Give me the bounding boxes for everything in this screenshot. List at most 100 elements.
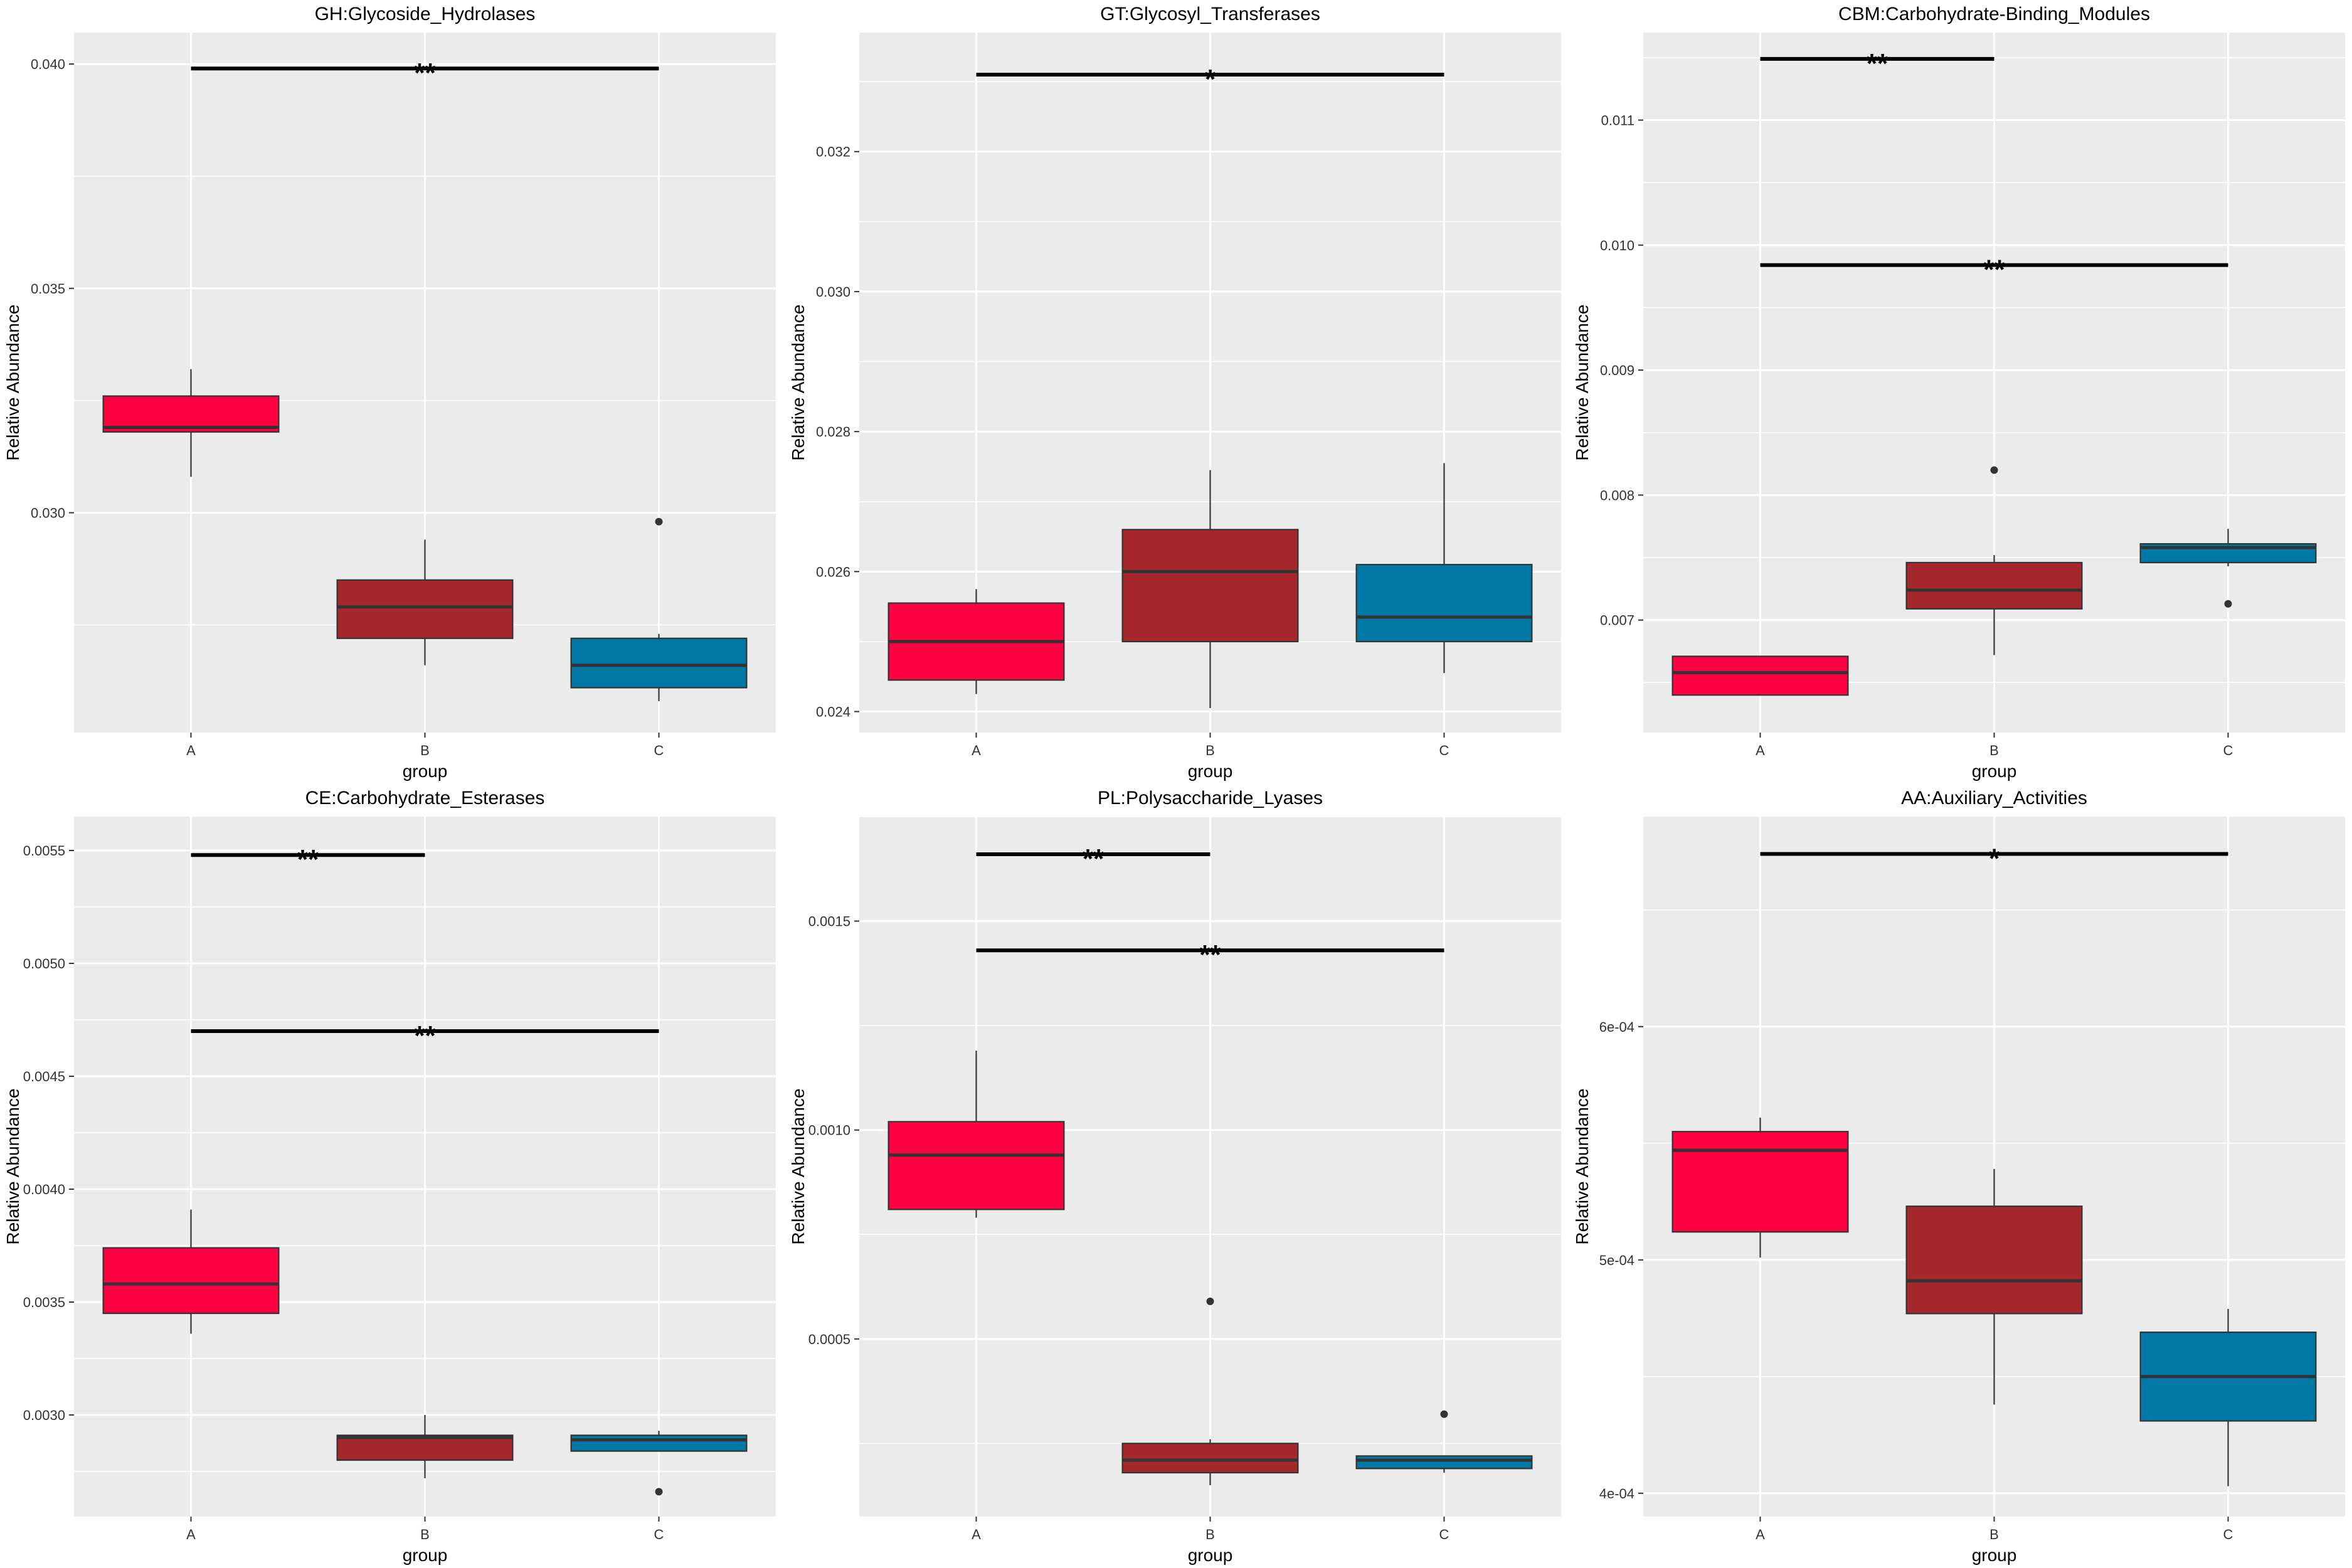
outlier-point [655,1488,663,1496]
y-axis-label: Relative Abundance [3,1088,23,1244]
y-tick-label: 0.009 [1600,363,1634,378]
y-tick-label: 0.0055 [23,843,65,859]
x-axis-label: group [1188,761,1233,781]
x-axis-label: group [1972,761,2017,781]
outlier-point [2224,600,2232,608]
x-tick-label: B [420,743,430,758]
box-A [102,1209,280,1334]
x-tick-label: A [972,743,981,758]
chart-panel-1: 0.024 0.026 0.028 0.030 0.032 A B C * GT:Glycosyl… [788,4,1561,781]
x-tick-label: A [1756,1527,1765,1542]
x-tick-label: A [1756,743,1765,758]
panel-title: CE:Carbohydrate_Esterases [305,788,545,808]
y-tick-label: 0.011 [1601,113,1634,129]
x-tick-label: C [1439,743,1449,758]
panel-title: PL:Polysaccharide_Lyases [1098,788,1323,808]
box-B [1121,470,1299,708]
box-C [570,1431,748,1496]
outlier-point [1440,1410,1448,1418]
box-body [1355,564,1533,643]
x-tick-label: B [1989,743,1999,758]
y-axis-label: Relative Abundance [1572,304,1592,460]
box-B [1905,466,2083,655]
y-tick-label: 0.008 [1600,487,1634,503]
significance-label: ** [414,1020,436,1051]
chart-panel-3: 0.0030 0.0035 0.0040 0.0045 0.0050 0.0055 A B C *… [3,788,776,1565]
box-B [1121,1297,1299,1486]
box-body [570,637,748,689]
y-tick-label: 6e-04 [1599,1019,1634,1035]
box-C [2139,1308,2317,1486]
box-body [336,1434,514,1461]
x-tick-label: C [654,1527,664,1542]
x-tick-label: C [2223,743,2233,758]
y-tick-label: 0.0040 [23,1182,65,1197]
significance-label: ** [414,58,436,88]
x-tick-label: C [654,743,664,758]
box-body [1671,1131,1849,1233]
y-axis-label: Relative Abundance [3,304,23,460]
box-B [1905,1168,2083,1405]
y-axis-label: Relative Abundance [788,304,808,460]
chart-panel-2: 0.007 0.008 0.009 0.010 0.011 A B C ** ** CBM:Carb… [1572,4,2345,781]
significance-label: ** [1199,940,1221,970]
y-tick-label: 0.028 [816,424,850,440]
y-tick-label: 0.040 [31,56,65,72]
y-tick-label: 0.0035 [23,1295,65,1310]
y-tick-label: 0.026 [816,564,850,580]
y-tick-label: 0.0030 [23,1407,65,1423]
y-tick-label: 0.0005 [808,1332,850,1347]
box-body [336,579,514,639]
box-C [570,517,748,701]
x-tick-label: A [186,1527,196,1542]
chart-panel-5: 4e-04 5e-04 6e-04 A B C * AA:Auxiliary_Activiti… [1572,788,2345,1565]
significance-label: ** [1983,255,2005,285]
y-tick-label: 0.007 [1600,613,1634,628]
x-axis-label: group [403,761,448,781]
panel-title: GT:Glycosyl_Transferases [1100,4,1320,24]
y-tick-label: 0.0010 [808,1123,850,1138]
x-tick-label: C [1439,1527,1449,1542]
x-tick-label: A [972,1527,981,1542]
significance-label: ** [1867,48,1888,79]
x-tick-label: A [186,743,196,758]
box-body [1121,1443,1299,1474]
x-axis-label: group [403,1545,448,1565]
outlier-point [1990,466,1998,474]
y-axis-label: Relative Abundance [1572,1088,1592,1244]
x-tick-label: B [1989,1527,1999,1542]
box-body [102,1247,280,1315]
y-tick-label: 4e-04 [1599,1486,1634,1502]
outlier-point [1206,1297,1214,1305]
outlier-point [655,517,663,526]
y-tick-label: 0.032 [816,144,850,160]
y-tick-label: 5e-04 [1599,1253,1634,1268]
significance-label: ** [297,844,319,875]
box-body [1355,1455,1533,1470]
box-A [1671,1117,1849,1258]
x-tick-label: B [420,1527,430,1542]
box-body [887,1121,1065,1210]
y-tick-label: 0.024 [816,704,850,720]
y-tick-label: 0.0015 [808,914,850,930]
significance-label: * [1205,64,1216,95]
y-tick-label: 0.030 [816,284,850,300]
box-body [1905,1205,2083,1315]
x-axis-label: group [1188,1545,1233,1565]
chart-panel-4: 0.0005 0.0010 0.0015 A B C ** ** PL:Polysacchari… [788,788,1561,1565]
box-A [887,589,1065,694]
box-A [102,369,280,477]
box-body [570,1434,748,1452]
box-body [1671,655,1849,696]
y-tick-label: 0.0045 [23,1069,65,1084]
y-tick-label: 0.0050 [23,956,65,972]
panel-title: CBM:Carbohydrate-Binding_Modules [1838,4,2150,24]
chart-panel-0: 0.030 0.035 0.040 A B C ** GH:Glycoside_Hydrola… [3,4,776,781]
box-body [1905,561,2083,610]
significance-label: * [1989,844,2000,874]
significance-label: ** [1083,844,1104,874]
y-tick-label: 0.035 [31,281,65,297]
box-body [1121,529,1299,643]
box-C [1355,1410,1533,1473]
